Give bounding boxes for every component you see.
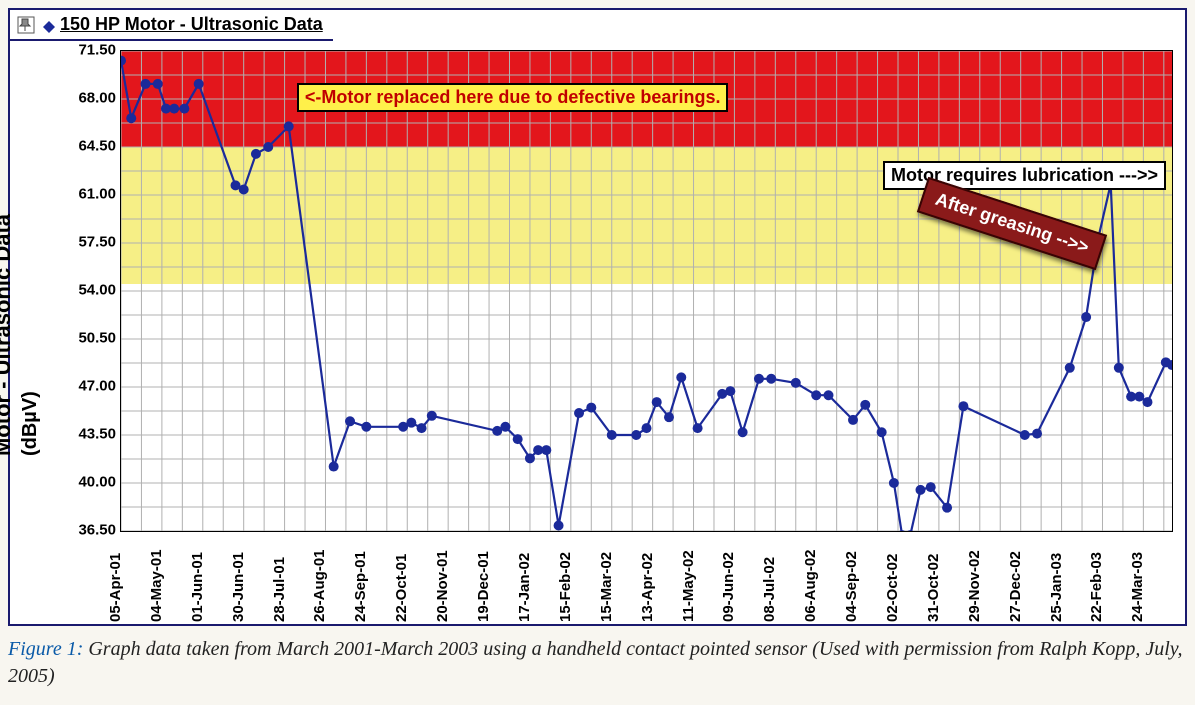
y-axis-label: Motor - Ultrasonic Data (0, 214, 15, 456)
y-tick: 43.50 (78, 426, 116, 443)
x-tick: 29-Nov-02 (966, 550, 983, 622)
title-bar: 150 HP Motor - Ultrasonic Data (10, 10, 333, 41)
y-axis-sublabel: (dBµV) (19, 391, 41, 456)
caption-text: Graph data taken from March 2001-March 2… (8, 638, 1183, 687)
chart-title: 150 HP Motor - Ultrasonic Data (60, 14, 323, 35)
chart-window: 150 HP Motor - Ultrasonic Data Motor - U… (8, 8, 1187, 626)
y-tick: 40.00 (78, 474, 116, 491)
y-axis-title: Motor - Ultrasonic Data (dBµV) (0, 214, 42, 456)
y-tick: 36.50 (78, 522, 116, 539)
x-tick: 09-Jun-02 (720, 552, 737, 622)
x-tick: 15-Mar-02 (598, 552, 615, 622)
y-axis-ticks: 71.5068.0064.5061.0057.5054.0050.5047.00… (70, 50, 118, 532)
x-tick: 25-Jan-03 (1048, 553, 1065, 622)
series-svg (121, 51, 1172, 531)
plot-area: <-Motor replaced here due to defective b… (120, 50, 1173, 532)
y-tick: 50.50 (78, 330, 116, 347)
x-tick: 28-Jul-01 (271, 557, 288, 622)
y-tick: 57.50 (78, 234, 116, 251)
x-tick: 22-Oct-01 (393, 554, 410, 622)
x-tick: 02-Oct-02 (884, 554, 901, 622)
chart-body: Motor - Ultrasonic Data (dBµV) 71.5068.0… (10, 46, 1185, 624)
y-tick: 71.50 (78, 42, 116, 59)
pin-icon (16, 15, 36, 35)
x-tick: 04-Sep-02 (843, 551, 860, 622)
x-tick: 24-Sep-01 (352, 551, 369, 622)
x-tick: 17-Jan-02 (516, 553, 533, 622)
x-tick: 15-Feb-02 (557, 552, 574, 622)
x-tick: 08-Jul-02 (761, 557, 778, 622)
figure-caption: Figure 1: Graph data taken from March 20… (8, 636, 1187, 690)
x-tick: 31-Oct-02 (925, 554, 942, 622)
x-tick: 05-Apr-01 (107, 553, 124, 622)
y-tick: 54.00 (78, 282, 116, 299)
caption-label: Figure 1: (8, 638, 83, 660)
x-tick: 06-Aug-02 (802, 549, 819, 622)
annotation-replaced: <-Motor replaced here due to defective b… (297, 83, 729, 112)
x-tick: 30-Jun-01 (230, 552, 247, 622)
x-tick: 01-Jun-01 (189, 552, 206, 622)
x-axis-ticks: 05-Apr-0104-May-0101-Jun-0130-Jun-0128-J… (120, 534, 1173, 624)
x-tick: 04-May-01 (148, 549, 165, 622)
y-tick: 68.00 (78, 90, 116, 107)
y-tick: 61.00 (78, 186, 116, 203)
x-tick: 22-Feb-03 (1088, 552, 1105, 622)
x-tick: 27-Dec-02 (1007, 551, 1024, 622)
y-tick: 64.50 (78, 138, 116, 155)
x-tick: 26-Aug-01 (311, 549, 328, 622)
y-tick: 47.00 (78, 378, 116, 395)
x-tick: 20-Nov-01 (434, 550, 451, 622)
diamond-icon (42, 18, 54, 30)
x-tick: 11-May-02 (680, 550, 697, 622)
x-tick: 24-Mar-03 (1129, 552, 1146, 622)
x-tick: 19-Dec-01 (475, 551, 492, 622)
figure-container: 150 HP Motor - Ultrasonic Data Motor - U… (8, 8, 1187, 690)
x-tick: 13-Apr-02 (639, 553, 656, 622)
